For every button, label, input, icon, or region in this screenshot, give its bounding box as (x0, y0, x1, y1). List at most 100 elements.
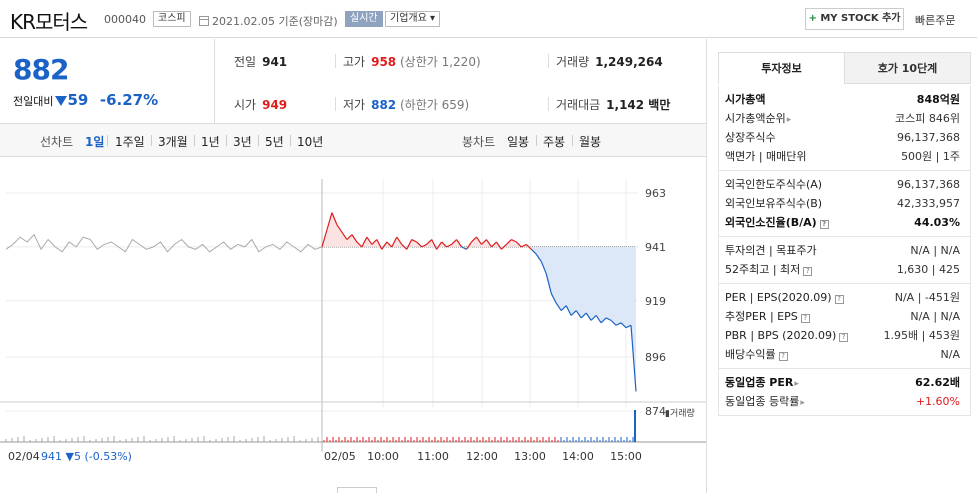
y-tick-label: 919 (645, 295, 666, 308)
period-3m[interactable]: 3개월 (158, 135, 188, 149)
period-1y[interactable]: 1년 (201, 135, 220, 149)
price-segment (446, 243, 452, 248)
price-segment (575, 310, 582, 319)
info-row: 시가총액 848억원 (719, 90, 970, 109)
info-key: 52주최고 | 최저? (725, 260, 813, 279)
info-value: N/A | -451원 (894, 291, 960, 304)
info-row: 52주최고 | 최저? 1,630 | 425 (719, 260, 970, 279)
add-mystock-label: MY STOCK 추가 (820, 13, 901, 24)
high-label: 고가 (343, 55, 366, 69)
price-segment (540, 261, 547, 275)
info-key-text: 시가총액순위 (725, 112, 786, 125)
divider (151, 135, 152, 146)
price-segment (595, 315, 602, 324)
date-info: 2021.02.05 기준(장마감) (199, 13, 338, 29)
price-segment (585, 312, 592, 321)
help-icon[interactable]: ? (803, 267, 813, 276)
price-segment (451, 239, 457, 245)
tab-investment-info[interactable]: 투자정보 (718, 52, 845, 84)
amount-label: 거래대금 (556, 98, 601, 112)
price-segment (321, 229, 328, 248)
info-group: 시가총액 848억원 시가총액순위▸ 코스피 846위 상장주식수 96,137,368 액… (719, 86, 970, 171)
help-icon[interactable]: ? (834, 295, 844, 304)
add-mystock-button[interactable]: + MY STOCK 추가 (805, 8, 904, 30)
price-segment (366, 236, 373, 245)
info-value: N/A (940, 348, 960, 361)
divider (572, 135, 573, 146)
candle-chart-label: 봉차트 (462, 135, 496, 149)
info-value: 500원 | 1주 (901, 150, 960, 163)
period-1d[interactable]: 1일 (85, 135, 105, 149)
info-key[interactable]: 시가총액순위▸ (725, 109, 791, 130)
candle-weekly[interactable]: 주봉 (543, 135, 566, 149)
info-key[interactable]: 동일업종 등락률▸ (725, 392, 805, 413)
current-price-panel: 882 전일대비 59 -6.27% (0, 39, 215, 124)
calendar-icon (199, 16, 209, 26)
period-5y[interactable]: 5년 (265, 135, 284, 149)
price-segment (620, 322, 627, 329)
price-segment (521, 243, 527, 248)
price-segment (391, 236, 398, 248)
x-tick-label: 15:00 (610, 450, 642, 463)
info-row: 시가총액순위▸ 코스피 846위 (719, 109, 970, 128)
info-row: PER | EPS(2020.09)? N/A | -451원 (719, 288, 970, 307)
price-segment (535, 253, 542, 262)
info-key-text: 외국인보유주식수(B) (725, 197, 823, 210)
price-change: 전일대비 59 -6.27% (13, 91, 158, 109)
chart-resize-handle[interactable] (337, 487, 377, 493)
info-key-text: 52주최고 | 최저 (725, 263, 801, 276)
price-segment (426, 239, 433, 245)
price-segment (431, 239, 438, 250)
price-segment (505, 239, 512, 245)
help-icon[interactable]: ? (839, 333, 849, 342)
info-key-text: 배당수익률 (725, 348, 776, 361)
realtime-tag[interactable]: 실시간 (345, 11, 383, 27)
company-name[interactable]: KR모터스 (10, 10, 88, 34)
prev-close-value: 941 (262, 55, 288, 69)
info-value: 44.03% (914, 216, 960, 229)
price-segment (491, 241, 497, 248)
price-segment (441, 241, 448, 248)
divider (194, 135, 195, 146)
price-segment (371, 239, 378, 245)
help-icon[interactable]: ? (778, 352, 788, 361)
candle-daily[interactable]: 일봉 (507, 135, 530, 149)
company-overview-dropdown[interactable]: 기업개요 ▾ (385, 11, 440, 27)
price-segment (511, 239, 517, 243)
price-segment (560, 305, 567, 312)
date-text: 2021.02.05 기준(장마감) (212, 15, 338, 28)
divider (548, 97, 549, 111)
info-key[interactable]: 동일업종 PER▸ (725, 373, 799, 394)
price-segment (456, 239, 463, 248)
low-label: 저가 (343, 98, 366, 112)
divider (258, 135, 259, 146)
price-segment (386, 241, 393, 248)
intraday-chart[interactable]: 963 941 919 896 874 ▮거래량 02/04 941 ▼5 (-0.53%) 0… (0, 157, 706, 493)
trade-amount: 거래대금 1,142 백만 (556, 96, 670, 113)
quick-order-link[interactable]: 빠른주문 (915, 14, 956, 27)
period-10y[interactable]: 10년 (297, 135, 324, 149)
price-segment (466, 241, 473, 250)
info-group: PER | EPS(2020.09)? N/A | -451원 추정PER | EP… (719, 284, 970, 369)
info-value: 1,630 | 425 (896, 263, 960, 276)
info-row: 외국인소진율(B/A)? 44.03% (719, 213, 970, 232)
price-segment (625, 324, 632, 329)
period-3y[interactable]: 3년 (233, 135, 252, 149)
x-tick-label: 13:00 (514, 450, 546, 463)
help-icon[interactable]: ? (800, 314, 810, 323)
tab-order-book[interactable]: 호가 10단계 (844, 52, 971, 84)
price-segment (421, 243, 427, 248)
price-segment (351, 234, 358, 243)
price-segment (545, 273, 552, 294)
info-row: 추정PER | EPS? N/A | N/A (719, 307, 970, 326)
divider (107, 135, 108, 146)
period-1w[interactable]: 1주일 (115, 135, 145, 149)
divider (335, 54, 336, 68)
divider (548, 54, 549, 68)
market-tag: 코스피 (153, 11, 191, 27)
help-icon[interactable]: ? (819, 220, 829, 229)
price-segment (436, 241, 443, 250)
candle-monthly[interactable]: 월봉 (579, 135, 602, 149)
price-segment (565, 305, 572, 316)
change-value: 59 (67, 91, 89, 109)
